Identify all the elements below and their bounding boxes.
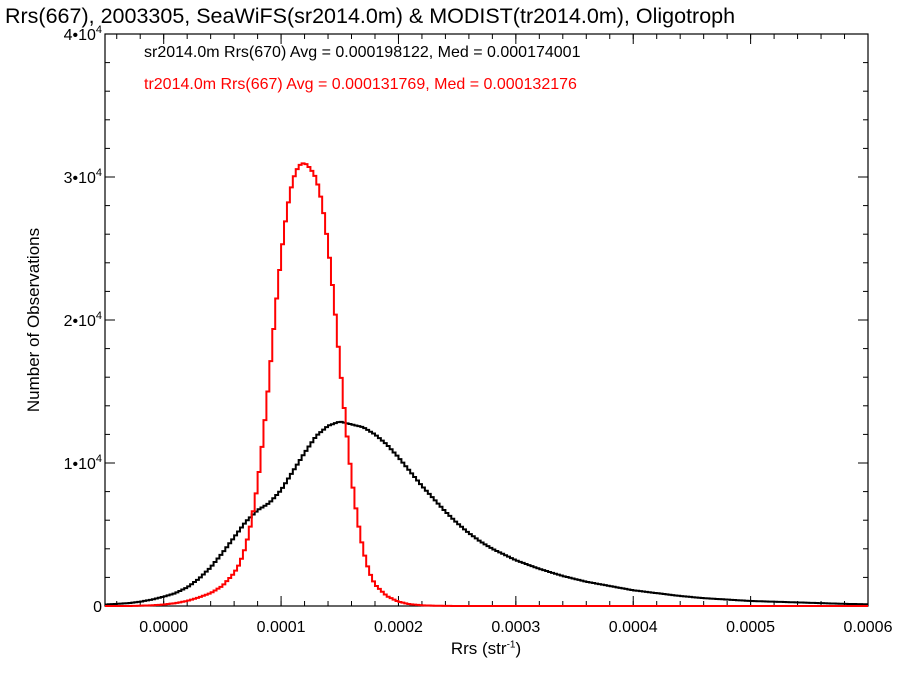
- y-tick-exponent: 4: [96, 453, 102, 465]
- x-tick-label: 0.0003: [491, 619, 540, 636]
- x-axis-title-end: ): [515, 639, 522, 658]
- x-tick-label: 0.0005: [726, 619, 775, 636]
- x-tick-label: 0.0006: [844, 619, 893, 636]
- x-tick-label: 0.0002: [374, 619, 423, 636]
- x-tick-label: 0.0001: [257, 619, 306, 636]
- x-tick-label: 0.0000: [139, 619, 188, 636]
- legend-entry-tr: tr2014.0m Rrs(667) Avg = 0.000131769, Me…: [144, 76, 577, 93]
- x-axis-title: Rrs (str-1): [451, 639, 521, 659]
- y-tick-label: 1•104: [64, 453, 102, 473]
- plot-frame: [104, 33, 869, 607]
- x-tick-label: 0.0004: [609, 619, 658, 636]
- y-tick-exponent: 4: [96, 24, 102, 36]
- y-tick-label: 2•104: [64, 310, 102, 330]
- chart-title: Rrs(667), 2003305, SeaWiFS(sr2014.0m) & …: [5, 4, 736, 28]
- series-tr-line: [105, 162, 868, 607]
- y-axis-title: Number of Observations: [24, 227, 43, 413]
- y-tick-label: 0: [93, 599, 102, 616]
- y-tick-label: 4•104: [64, 24, 102, 44]
- y-tick-label: 3•104: [64, 167, 102, 187]
- x-axis-title-sup: -1: [506, 639, 516, 651]
- y-tick-exponent: 4: [96, 310, 102, 322]
- series-sr-line: [105, 420, 868, 606]
- x-axis-title-base: Rrs (str: [450, 639, 507, 658]
- y-tick-exponent: 4: [96, 167, 102, 179]
- legend-entry-sr: sr2014.0m Rrs(670) Avg = 0.000198122, Me…: [144, 44, 581, 61]
